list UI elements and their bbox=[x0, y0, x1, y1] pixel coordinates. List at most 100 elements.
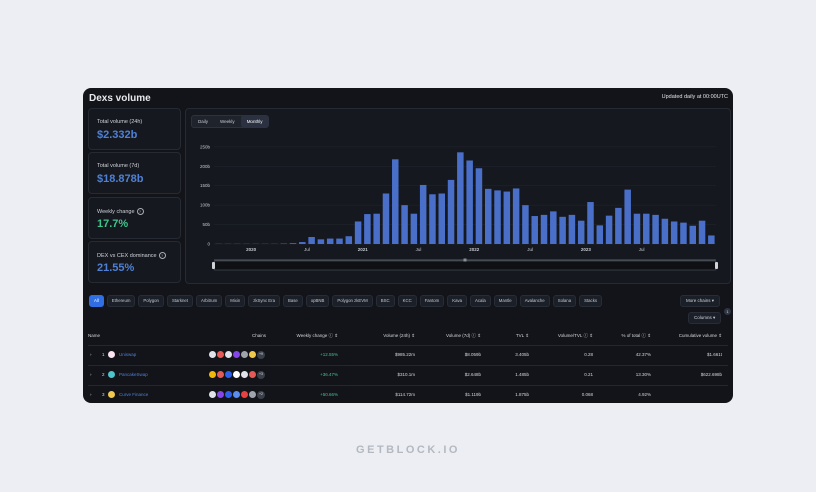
volume-bar[interactable] bbox=[661, 218, 669, 244]
help-icon[interactable]: ? bbox=[136, 208, 144, 215]
chain-chip-polygon-zkevm[interactable]: Polygon zkEVM bbox=[332, 295, 373, 307]
column-header[interactable]: Volume (24h) ⇕ bbox=[383, 333, 415, 338]
column-header[interactable]: Volume (7d) ⓘ ⇕ bbox=[445, 333, 481, 338]
volume-bar[interactable] bbox=[317, 239, 325, 244]
tab-weekly[interactable]: Weekly bbox=[220, 119, 235, 124]
volume-bar[interactable] bbox=[484, 188, 492, 244]
table-row[interactable]: › 3 Curve Finance +2 +50.66% $114.72m $1.119b 1… bbox=[88, 385, 728, 405]
more-chains-count[interactable]: +2 bbox=[256, 389, 266, 400]
chain-chip-stacks[interactable]: Stacks bbox=[579, 295, 602, 307]
volume-bar[interactable] bbox=[503, 191, 511, 244]
more-chains-button[interactable]: More chains ▾ bbox=[680, 295, 721, 307]
stat-label: Weekly change bbox=[97, 208, 135, 215]
table-row[interactable]: › 1 Uniswap +9 +12.55% $985.22m $8.059b 3.405b 0… bbox=[88, 345, 728, 365]
chain-chip-base[interactable]: Base bbox=[282, 295, 303, 307]
volume-bar[interactable] bbox=[364, 214, 371, 244]
volume-bar[interactable] bbox=[401, 205, 408, 244]
volume-bar[interactable] bbox=[605, 215, 613, 244]
column-header[interactable]: Cumulative volume ⇕ bbox=[678, 333, 722, 338]
expand-chevron-icon[interactable]: › bbox=[90, 392, 92, 397]
volume-bar[interactable] bbox=[680, 222, 687, 244]
volume-bar[interactable] bbox=[494, 190, 501, 244]
volume-bar[interactable] bbox=[299, 242, 306, 244]
column-header[interactable]: Weekly change ⓘ ⇕ bbox=[296, 333, 338, 338]
volume-bar[interactable] bbox=[540, 214, 548, 244]
volume-bar[interactable] bbox=[596, 225, 604, 244]
chain-chip-arbitrum[interactable]: Arbitrum bbox=[195, 295, 223, 307]
chain-chip-mixin[interactable]: Mixin bbox=[225, 295, 246, 307]
chain-chip-ethereum[interactable]: Ethereum bbox=[106, 295, 136, 307]
range-brush[interactable] bbox=[213, 260, 717, 271]
chain-chip-starknet[interactable]: Starknet bbox=[166, 295, 193, 307]
volume-bar[interactable] bbox=[652, 214, 659, 244]
volume-bar[interactable] bbox=[392, 159, 399, 244]
brush-handle-right[interactable] bbox=[715, 262, 718, 269]
tab-monthly[interactable]: Monthly bbox=[240, 116, 269, 127]
tvl-value: 3.405b bbox=[515, 352, 529, 357]
tab-daily[interactable]: Daily bbox=[198, 119, 209, 124]
volume-bar[interactable] bbox=[689, 225, 697, 244]
column-header[interactable]: % of total ⓘ ⇕ bbox=[621, 333, 651, 338]
chain-chip-opbnb[interactable]: opBNB bbox=[305, 295, 330, 307]
volume-bar[interactable] bbox=[522, 205, 529, 244]
columns-button[interactable]: Columns ▾ bbox=[688, 312, 722, 324]
volume-bar[interactable] bbox=[373, 213, 380, 244]
column-header[interactable]: Volume/TVL ⓘ ⇕ bbox=[557, 333, 593, 338]
volume-bar[interactable] bbox=[568, 214, 576, 244]
volume-bar[interactable] bbox=[559, 216, 566, 244]
protocol-name-link[interactable]: PancakeSwap bbox=[119, 372, 148, 377]
volume-bar[interactable] bbox=[419, 184, 427, 244]
chain-chip-solana[interactable]: Solana bbox=[552, 295, 577, 307]
more-chains-count[interactable]: +3 bbox=[256, 369, 266, 380]
volume-bar[interactable] bbox=[587, 202, 594, 244]
chain-chip-zksync-era[interactable]: zkSync Era bbox=[248, 295, 280, 307]
volume-bar[interactable] bbox=[698, 220, 706, 244]
chain-chip-all[interactable]: All bbox=[89, 295, 104, 307]
volume-bar[interactable] bbox=[633, 213, 641, 244]
volume-bar[interactable] bbox=[624, 189, 631, 244]
protocol-name-link[interactable]: Curve Finance bbox=[119, 392, 149, 397]
protocol-logo-icon bbox=[108, 391, 115, 398]
volume-bar[interactable] bbox=[447, 179, 455, 244]
volume-bar[interactable] bbox=[475, 168, 483, 244]
volume-bar[interactable] bbox=[326, 238, 334, 244]
volume-bar[interactable] bbox=[643, 213, 650, 244]
volume-bar[interactable] bbox=[550, 211, 557, 244]
volume-bar[interactable] bbox=[708, 235, 715, 244]
table-row[interactable]: › 2 PancakeSwap +3 +36.47% $310.1m $2.648b 1.48… bbox=[88, 365, 728, 385]
volume-bar[interactable] bbox=[512, 188, 520, 244]
volume-bar[interactable] bbox=[345, 236, 353, 244]
brush-grip-icon[interactable] bbox=[463, 258, 467, 262]
protocol-name-link[interactable]: Uniswap bbox=[119, 352, 137, 357]
volume-bar[interactable] bbox=[670, 221, 678, 244]
volume-bar[interactable] bbox=[531, 216, 538, 244]
chain-chip-mantle[interactable]: Mantle bbox=[493, 295, 517, 307]
volume-bar[interactable] bbox=[410, 213, 418, 244]
expand-chevron-icon[interactable]: › bbox=[90, 372, 92, 377]
volume-bar[interactable] bbox=[615, 207, 622, 244]
brush-handle-left[interactable] bbox=[212, 262, 215, 269]
volume-bar[interactable] bbox=[308, 237, 315, 244]
volume-bar[interactable] bbox=[466, 160, 473, 244]
chain-chip-avalanche[interactable]: Avalanche bbox=[519, 295, 550, 307]
row-divider bbox=[88, 365, 728, 366]
volume-bar[interactable] bbox=[382, 193, 390, 245]
help-icon[interactable]: ? bbox=[158, 252, 166, 259]
volume-bar[interactable] bbox=[289, 243, 297, 244]
expand-chevron-icon[interactable]: › bbox=[90, 352, 92, 357]
chain-chip-kava[interactable]: Kava bbox=[447, 295, 468, 307]
volume-bar[interactable] bbox=[577, 220, 585, 244]
volume-bar[interactable] bbox=[457, 152, 464, 244]
chain-chip-kcc[interactable]: KCC bbox=[397, 295, 417, 307]
chain-chip-polygon[interactable]: Polygon bbox=[138, 295, 164, 307]
volume-bar[interactable] bbox=[438, 193, 446, 245]
volume-bar[interactable] bbox=[354, 221, 362, 244]
column-header[interactable]: TVL ⇕ bbox=[515, 333, 529, 338]
volume-bar[interactable] bbox=[336, 238, 343, 244]
more-chains-count[interactable]: +9 bbox=[256, 349, 266, 360]
volume-24h-value: $310.1m bbox=[397, 372, 415, 377]
volume-bar[interactable] bbox=[429, 194, 436, 244]
chain-chip-acala[interactable]: Acala bbox=[470, 295, 491, 307]
chain-chip-bsc[interactable]: BSC bbox=[375, 295, 395, 307]
chain-chip-fantom[interactable]: Fantom bbox=[419, 295, 445, 307]
